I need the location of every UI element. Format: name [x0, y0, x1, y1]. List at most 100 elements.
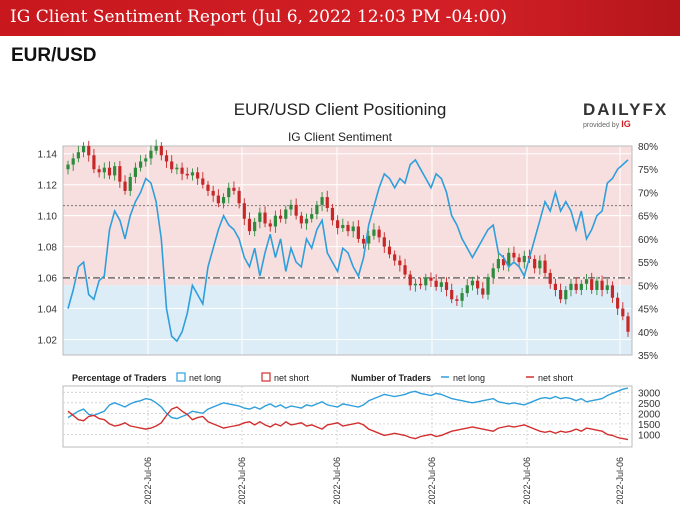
candle-body — [289, 204, 293, 210]
candle-body — [133, 167, 138, 177]
candle-body — [496, 259, 500, 269]
candle-body — [465, 285, 469, 294]
candle-body — [450, 289, 454, 300]
legend-net-short-label: net short — [274, 373, 310, 383]
traders-tick-label: 2500 — [638, 399, 661, 410]
percent-tick-label: 35% — [638, 351, 658, 362]
candle-body — [621, 308, 625, 317]
price-tick-label: 1.04 — [38, 305, 58, 316]
candle-body — [538, 260, 542, 269]
candle-body — [97, 169, 101, 173]
candle-body — [278, 215, 283, 219]
traders-tick-label: 1500 — [638, 420, 661, 431]
candle-body — [144, 158, 148, 162]
candle-body — [221, 197, 226, 204]
candle-body — [154, 146, 158, 151]
candle-body — [393, 254, 397, 261]
candle-body — [590, 279, 594, 290]
candle-body — [138, 161, 143, 168]
candle-body — [164, 155, 169, 162]
candle-body — [517, 257, 521, 263]
logo-provided-by-text: provided by — [583, 122, 620, 129]
candle-body — [92, 155, 96, 170]
candle-body — [320, 197, 324, 205]
net-long-percentage-line — [67, 158, 629, 343]
candle-body — [398, 260, 402, 266]
candle-body — [113, 166, 117, 176]
candle-body — [367, 235, 371, 244]
candle-body — [149, 150, 153, 159]
candle-body — [201, 178, 205, 185]
candle-body — [470, 280, 475, 286]
percent-tick-label: 40% — [638, 328, 658, 339]
legend-percentage-title: Percentage of Traders — [72, 373, 167, 383]
candle-body — [564, 289, 568, 300]
logo-wordmark: DAILYFX — [583, 100, 666, 120]
candle-body — [268, 223, 272, 227]
candle-body — [294, 204, 298, 216]
candle-body — [548, 272, 552, 284]
traders-tick-label: 3000 — [638, 388, 661, 399]
candle-body — [175, 167, 179, 170]
percent-tick-label: 75% — [638, 165, 658, 176]
candle-body — [403, 265, 407, 275]
candle-body — [123, 181, 127, 191]
candle-body — [81, 146, 86, 153]
chart-title: EUR/USD Client Positioning — [233, 100, 447, 119]
candle-body — [512, 252, 516, 258]
candle-body — [584, 279, 589, 284]
candle-body — [439, 282, 443, 287]
candle-body — [336, 220, 340, 229]
candle-body — [216, 195, 220, 204]
candle-body — [377, 229, 381, 238]
candle-body — [232, 187, 236, 191]
plot-frame — [62, 145, 633, 356]
candle-body — [486, 277, 490, 295]
price-tick-label: 1.02 — [38, 336, 58, 347]
candle-body — [361, 238, 366, 244]
candle-body — [196, 172, 200, 179]
candle-body — [569, 283, 573, 290]
candle-body — [227, 187, 231, 198]
candle-body — [206, 184, 210, 191]
candle-body — [429, 277, 433, 281]
candle-body — [543, 260, 547, 273]
candle-body — [408, 274, 412, 286]
candle-body — [284, 209, 288, 219]
percent-tick-label: 45% — [638, 305, 658, 316]
percent-tick-label: 80% — [638, 142, 658, 153]
candle-body — [616, 297, 620, 309]
x-date-label: 2022-Jul-06 — [522, 457, 532, 505]
candle-body — [626, 316, 630, 332]
candle-body — [356, 226, 360, 239]
candle-body — [325, 197, 329, 208]
candle-body — [102, 167, 106, 173]
candle-body — [481, 288, 485, 295]
candle-body — [180, 167, 184, 174]
candle-body — [310, 214, 314, 219]
traders-net-short-line — [67, 406, 629, 441]
candle-body — [118, 166, 122, 182]
candle-body — [273, 215, 278, 227]
price-tick-label: 1.08 — [38, 243, 58, 254]
candle-body — [263, 212, 267, 224]
candle-body — [491, 268, 495, 278]
candle-body — [507, 252, 511, 266]
candle-body — [579, 283, 583, 290]
legend-net-long-swatch — [176, 372, 186, 382]
dailyfx-logo: DAILYFX provided by IG — [583, 100, 666, 129]
candle-body — [170, 161, 174, 170]
percent-tick-label: 65% — [638, 212, 658, 223]
currency-pair-title: EUR/USD — [11, 45, 97, 66]
candle-body — [574, 283, 578, 290]
traders-net-long-line — [67, 387, 629, 420]
candle-body — [185, 173, 189, 176]
candle-body — [605, 285, 609, 290]
candle-body — [533, 259, 537, 269]
candle-body — [382, 237, 386, 247]
price-tick-label: 1.14 — [38, 150, 58, 161]
traders-tick-label: 2000 — [638, 409, 661, 420]
candle-body — [107, 167, 112, 176]
candle-body — [76, 152, 80, 159]
